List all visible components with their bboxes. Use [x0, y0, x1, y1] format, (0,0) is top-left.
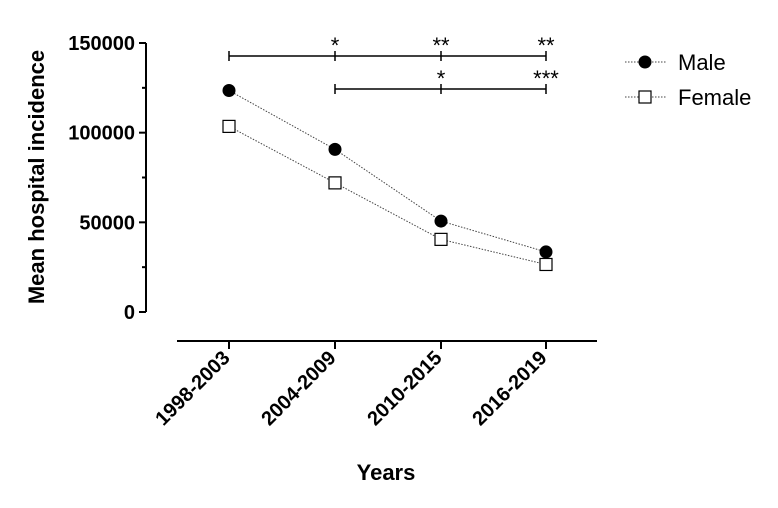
- y-tick-label: 150000: [68, 33, 135, 55]
- x-tick-label: 2016-2019: [468, 347, 551, 430]
- y-axis: 0 50000 100000 150000: [68, 33, 147, 324]
- legend-label-female: Female: [678, 85, 751, 110]
- legend-label-male: Male: [678, 50, 726, 75]
- significance-marker: *: [331, 33, 340, 58]
- significance-marker: ***: [533, 66, 559, 91]
- series-male: [222, 84, 553, 259]
- legend: Male Female: [625, 50, 751, 110]
- significance-marker: **: [432, 33, 450, 58]
- data-point-female: [434, 232, 448, 246]
- data-point-female: [539, 257, 553, 272]
- legend-marker-female: [638, 90, 652, 104]
- x-tick-label: 2004-2009: [257, 347, 340, 430]
- series-line-male: [228, 90, 547, 253]
- data-point-male: [328, 142, 342, 156]
- data-point-male: [539, 245, 553, 259]
- x-tick-label: 2010-2015: [363, 347, 446, 430]
- series-female: [222, 119, 553, 272]
- series-layer: [222, 84, 553, 272]
- series-line-female: [228, 125, 547, 265]
- data-point-male: [434, 214, 448, 228]
- data-point-male: [222, 84, 236, 98]
- data-point-female: [222, 119, 236, 133]
- y-tick-label: 100000: [68, 123, 135, 145]
- significance-annotations: * ** *** ***: [228, 33, 559, 94]
- y-tick-label: 50000: [79, 212, 135, 234]
- y-tick-label: 0: [124, 302, 135, 324]
- x-axis-title: Years: [357, 460, 416, 485]
- significance-marker: **: [537, 33, 555, 58]
- significance-marker: *: [437, 66, 446, 91]
- x-tick-label: 1998-2003: [151, 347, 234, 430]
- y-axis-title: Mean hospital incidence: [24, 50, 49, 304]
- x-axis: 1998-2003 2004-2009 2010-2015 2016-2019: [151, 340, 597, 430]
- data-point-female: [328, 176, 342, 190]
- legend-marker-male: [638, 55, 652, 69]
